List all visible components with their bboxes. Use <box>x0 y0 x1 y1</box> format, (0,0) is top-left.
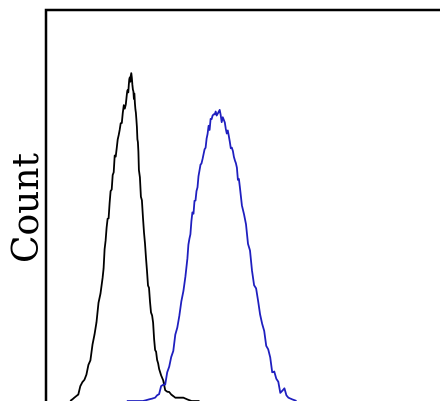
series-layer <box>69 72 297 401</box>
histogram-series-2 <box>126 109 297 401</box>
histogram-series-1 <box>69 72 200 401</box>
y-axis-label: Count <box>6 152 47 263</box>
plot-frame <box>44 8 440 401</box>
